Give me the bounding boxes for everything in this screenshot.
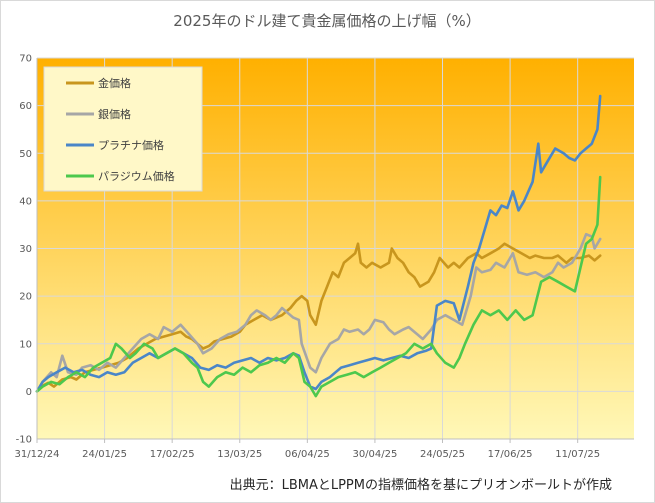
y-tick-label: 20 [19,292,32,303]
x-tick-label: 24/05/25 [420,449,465,460]
x-tick-label: 13/03/25 [217,449,262,460]
chart-title: 2025年のドル建て貴金属価格の上げ幅（%） [173,12,480,30]
x-tick-label: 06/04/25 [285,449,330,460]
legend-label: プラチナ価格 [98,138,164,152]
source-note: 出典元：LBMAとLPPMの指標価格を基にプリオンボールトが作成 [230,477,612,493]
axes: 70 60 50 40 30 20 10 0 -10 31/12/24 24/01/25 17/02/… [15,54,634,460]
y-tick-label: 0 [26,387,32,398]
series-group [35,94,602,398]
x-tick-label: 17/02/25 [150,449,195,460]
y-tick-label: 70 [19,54,32,65]
legend-label: パラジウム価格 [98,169,175,183]
x-tick-label: 17/06/25 [488,449,533,460]
series-line-2 [35,94,602,393]
series-line-1 [35,232,602,393]
x-tick-label: 31/12/24 [15,449,60,460]
y-tick-label: 50 [19,149,32,160]
x-tick-label: 30/04/25 [352,449,397,460]
y-tick-label: 30 [19,244,32,255]
x-tick-label: 11/07/25 [555,449,600,460]
y-tick-label: 60 [19,101,32,112]
legend-box [43,66,203,192]
x-tick-label: 24/01/25 [82,449,127,460]
y-tick-label: 40 [19,196,32,207]
legend-label: 銀価格 [98,107,131,121]
legend-label: 金価格 [98,76,131,90]
y-tick-label: 10 [19,339,32,350]
y-tick-label: -10 [16,435,32,446]
series-line-3 [35,175,602,398]
